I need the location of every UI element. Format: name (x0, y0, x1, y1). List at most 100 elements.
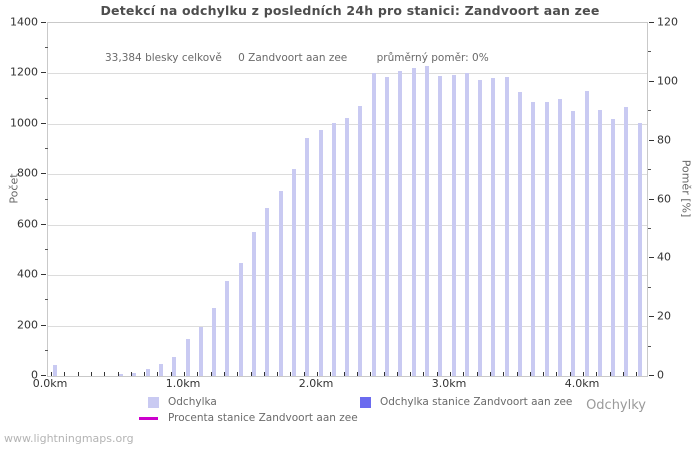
x-axis-tick (343, 372, 345, 376)
y2-axis-tick-label: 120 (657, 15, 678, 29)
y-axis-tick (41, 375, 46, 376)
bar (531, 102, 536, 376)
bar (238, 262, 243, 376)
x-axis-tick-label: 4.0km (564, 377, 600, 390)
y-axis-tick-label: 1200 (10, 65, 38, 79)
x-axis-tick (170, 372, 172, 376)
x-axis-tick (317, 372, 318, 376)
bar (478, 79, 483, 376)
bar (637, 122, 642, 376)
y2-axis-tick-label: 100 (657, 74, 678, 88)
total-flashes-text: 33,384 blesky celkově (105, 52, 222, 64)
bar (411, 68, 416, 376)
x-axis-tick (463, 372, 465, 376)
y-axis-tick-label: 0 (31, 368, 38, 382)
legend-swatch-station-percent-line (139, 417, 158, 420)
x-axis-tick (529, 372, 531, 376)
x-axis-tick (90, 372, 92, 376)
bar (278, 190, 283, 376)
y2-axis-label: Poměr [%] (679, 159, 693, 218)
y-axis-tick (41, 122, 46, 124)
y-axis-minor-tick (45, 248, 48, 250)
bar (371, 73, 376, 376)
x-axis-tick (51, 372, 52, 376)
x-axis-tick (303, 372, 305, 376)
x-axis-tick (609, 372, 611, 376)
bar (52, 364, 57, 376)
x-axis-tick (516, 372, 518, 376)
y-axis-tick-label: 800 (17, 166, 38, 180)
y2-axis-tick-label: 80 (657, 133, 671, 147)
bar (158, 364, 163, 376)
x-axis-tick (423, 372, 425, 376)
bar (597, 110, 602, 376)
bar (557, 98, 562, 376)
gridline (48, 73, 647, 75)
y-axis-tick-label: 400 (17, 267, 38, 281)
y2-axis-tick (649, 22, 654, 23)
bar (584, 91, 589, 376)
bar (571, 111, 576, 376)
x-axis-tick (277, 372, 279, 376)
y2-axis-tick (649, 198, 654, 200)
y-axis-tick (41, 173, 46, 175)
y2-axis-tick (649, 316, 654, 318)
bar (611, 118, 616, 376)
x-axis-tick (263, 372, 265, 376)
x-axis-tick (144, 372, 146, 376)
station-count-text: 0 Zandvoort aan zee (238, 52, 348, 64)
bar (119, 373, 123, 376)
x-axis-tick-label: 1.0km (165, 377, 201, 390)
x-axis-tick-label: 3.0km (431, 377, 467, 390)
y2-axis-tick-label: 20 (657, 309, 671, 323)
y-axis-tick (41, 72, 46, 74)
y-axis-tick (41, 223, 46, 225)
legend-label-station-percent: Procenta stanice Zandvoort aan zee (168, 412, 358, 424)
y2-axis-minor-tick (648, 51, 651, 53)
x-axis-tick (250, 372, 252, 376)
y2-axis-minor-tick (648, 169, 651, 171)
bar (398, 70, 403, 376)
x-axis-tick (157, 372, 159, 376)
x-axis-tick (370, 372, 372, 376)
y-axis-tick (41, 274, 46, 276)
y2-axis-minor-tick (648, 345, 651, 347)
x-axis-tick (583, 372, 584, 376)
chart-title: Detekcí na odchylku z posledních 24h pro… (100, 3, 600, 18)
bar (225, 281, 230, 376)
x-axis-tick (396, 372, 398, 376)
bar (265, 208, 270, 376)
bar (212, 307, 217, 376)
x-axis-tick (543, 372, 545, 376)
bar (358, 106, 363, 376)
legend-swatch-station-deviation (360, 397, 371, 408)
x-axis-tick (622, 372, 624, 376)
bar (291, 169, 296, 376)
bar (624, 107, 629, 376)
x-axis-tick (64, 372, 66, 376)
watermark: www.lightningmaps.org (4, 432, 134, 445)
bar (451, 74, 456, 376)
y2-axis-tick-label: 60 (657, 192, 671, 205)
bar (345, 117, 350, 376)
y-axis-tick (41, 324, 46, 326)
bar (424, 65, 429, 376)
x-axis-tick (223, 372, 225, 376)
y-axis-minor-tick (45, 299, 48, 301)
x-axis-tick-label: 0.0km (32, 377, 68, 390)
x-axis-tick (356, 372, 358, 376)
x-axis-tick (503, 372, 505, 376)
y-axis-tick (41, 22, 46, 23)
y2-axis-tick-label: 0 (657, 368, 664, 382)
x-axis-tick (104, 372, 106, 376)
legend-label-deviation: Odchylka (168, 396, 217, 408)
bar (172, 357, 177, 376)
y-axis-tick-label: 1000 (10, 116, 38, 130)
x-axis-tick (383, 372, 385, 376)
y2-axis-tick (649, 375, 654, 376)
bar (318, 130, 323, 376)
bar (305, 137, 310, 376)
y2-axis-minor-tick (648, 286, 651, 288)
x-axis-tick (77, 372, 79, 376)
